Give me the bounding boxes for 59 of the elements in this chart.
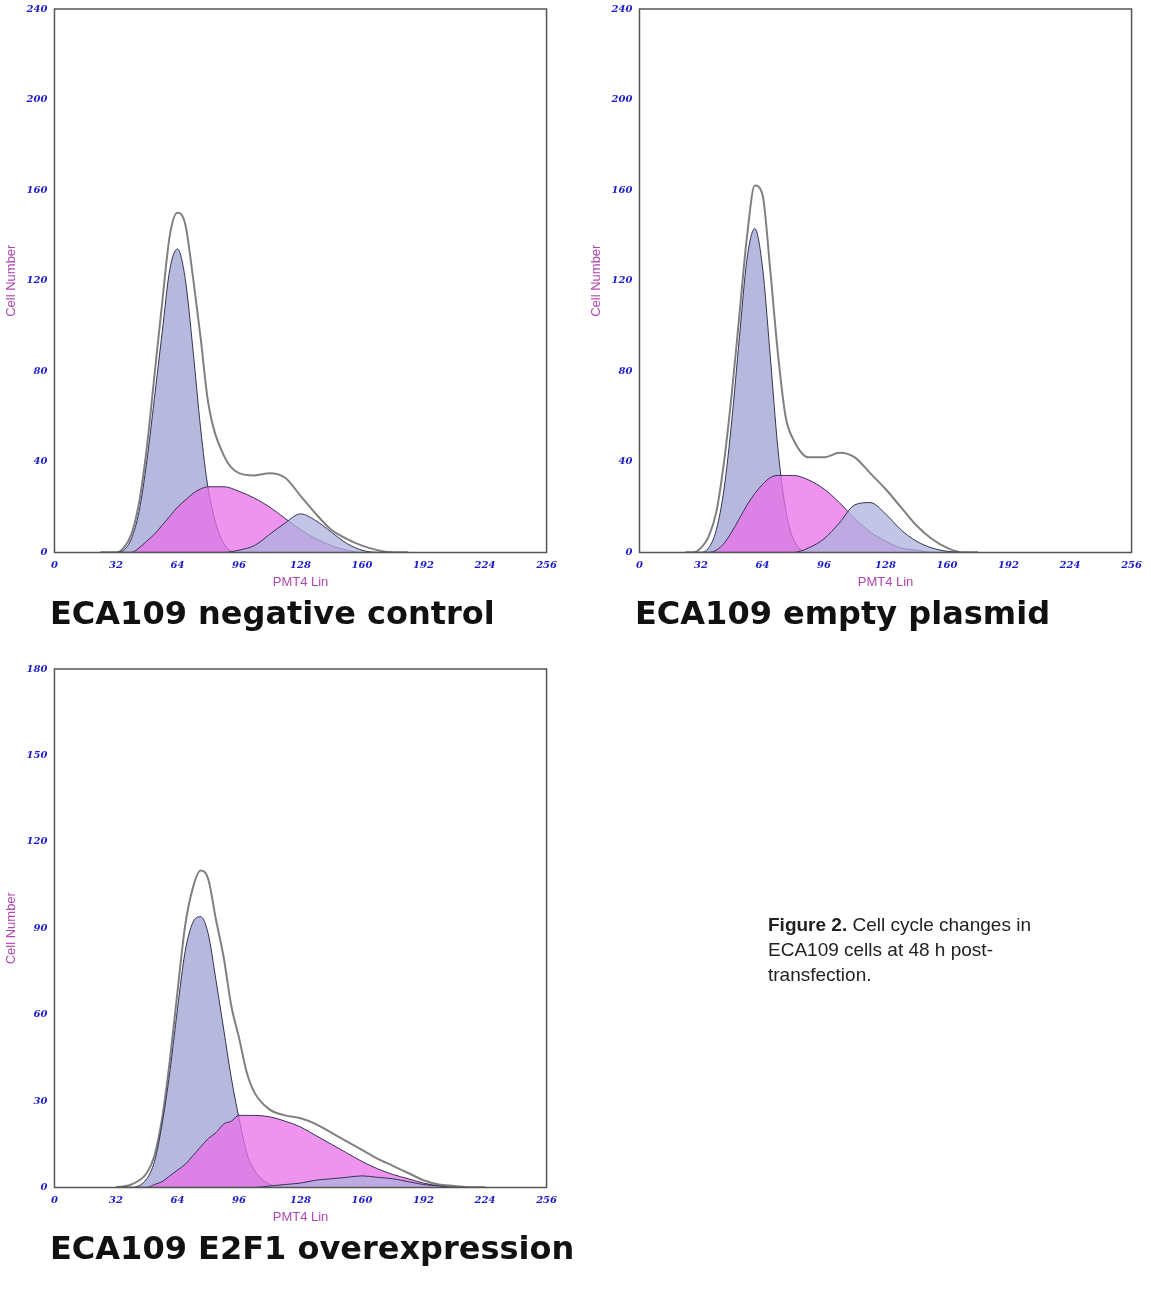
x-tick-label: 160: [351, 558, 373, 570]
y-tick-label: 40: [33, 455, 48, 467]
x-axis-title: PMT4 Lin: [272, 1208, 329, 1224]
y-tick-label: 0: [40, 545, 48, 557]
y-tick-label: 160: [26, 183, 48, 195]
line-series: [114, 869, 487, 1188]
y-tick-label: 150: [26, 748, 48, 760]
x-tick-label: 64: [170, 1193, 185, 1205]
x-tick-label: 96: [817, 558, 831, 570]
y-axis-title: Cell Number: [3, 243, 19, 317]
y-tick-label: 0: [625, 545, 633, 557]
x-axis-title: PMT4 Lin: [272, 573, 329, 589]
text: ECA109 E2F1 overexpression: [50, 1229, 575, 1267]
x-tick-label: 0: [635, 558, 643, 570]
text: ECA109 empty plasmid: [635, 594, 1052, 632]
y-tick-label: 120: [26, 835, 48, 847]
x-axis-title: PMT4 Lin: [857, 573, 914, 589]
x-tick-label: 224: [473, 558, 496, 570]
y-tick-label: 160: [611, 183, 633, 195]
y-tick-label: 200: [610, 93, 633, 105]
x-tick-label: 128: [290, 558, 311, 570]
x-tick-label: 32: [694, 558, 708, 570]
x-tick-label: 160: [351, 1193, 373, 1205]
y-tick-label: 200: [25, 93, 48, 105]
x-tick-label: 32: [109, 558, 123, 570]
x-tick-label: 0: [50, 1193, 58, 1205]
y-tick-label: 80: [618, 364, 633, 376]
x-tick-label: 224: [1058, 558, 1081, 570]
caption: Figure 2. Cell cycle changes in ECA109 cells at 48 h post-transfection.: [768, 914, 1031, 985]
x-tick-label: 256: [535, 1193, 558, 1205]
x-tick-label: 0: [50, 558, 58, 570]
x-tick-label: 128: [290, 1193, 311, 1205]
x-tick-label: 32: [109, 1193, 123, 1205]
y-tick-label: 30: [33, 1094, 48, 1106]
y-axis-title: Cell Number: [588, 243, 604, 317]
y-tick-label: 240: [25, 2, 48, 14]
x-tick-label: 96: [232, 1193, 246, 1205]
x-tick-label: 64: [755, 558, 770, 570]
x-tick-label: 96: [232, 558, 246, 570]
x-tick-label: 256: [535, 558, 558, 570]
x-tick-label: 224: [473, 1193, 496, 1205]
y-tick-label: 180: [26, 662, 48, 674]
y-tick-label: 0: [40, 1180, 48, 1192]
x-tick-label: 192: [413, 1193, 435, 1205]
y-tick-label: 80: [33, 364, 48, 376]
x-tick-label: 160: [936, 558, 958, 570]
x-tick-label: 256: [1120, 558, 1143, 570]
x-tick-label: 128: [875, 558, 896, 570]
y-tick-label: 40: [618, 455, 633, 467]
x-tick-label: 192: [413, 558, 435, 570]
y-tick-label: 240: [610, 2, 633, 14]
y-tick-label: 120: [611, 274, 633, 286]
x-tick-label: 192: [998, 558, 1020, 570]
y-tick-label: 120: [26, 274, 48, 286]
y-axis-title: Cell Number: [3, 891, 19, 965]
text: ECA109 negative control: [50, 594, 496, 632]
x-tick-label: 64: [170, 558, 185, 570]
y-tick-label: 90: [33, 921, 48, 933]
y-tick-label: 60: [33, 1008, 48, 1020]
